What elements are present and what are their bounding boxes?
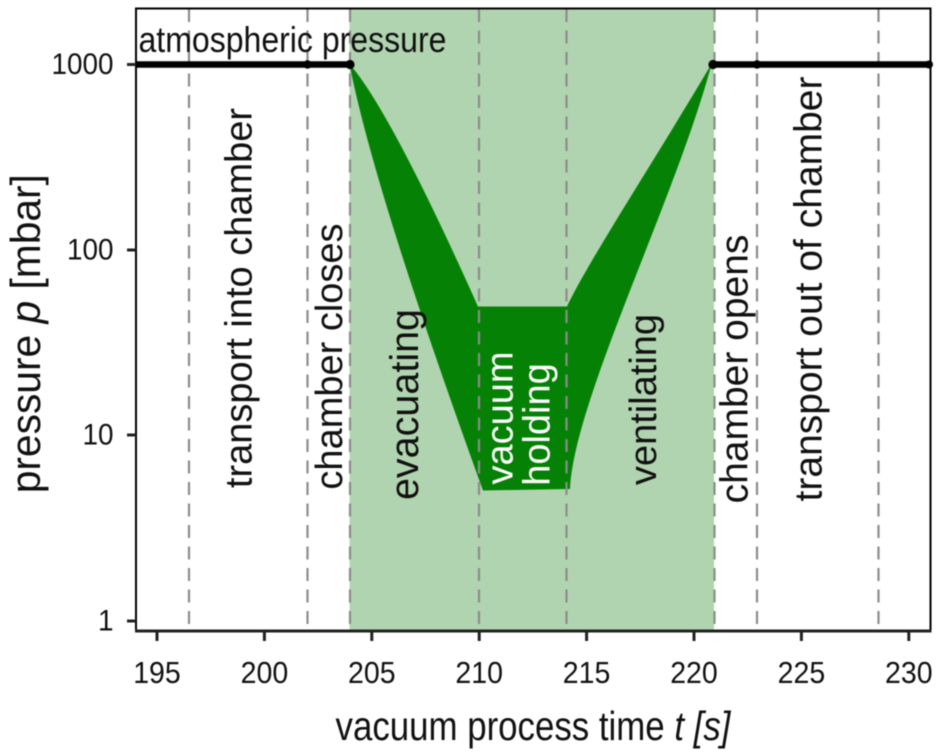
svg-text:230: 230 <box>885 656 933 690</box>
svg-text:220: 220 <box>670 656 718 690</box>
svg-text:vacuum: vacuum <box>480 351 522 484</box>
svg-text:transport out of chamber: transport out of chamber <box>788 77 831 502</box>
svg-text:1: 1 <box>98 604 114 637</box>
svg-text:215: 215 <box>563 656 611 690</box>
svg-text:atmospheric pressure: atmospheric pressure <box>139 20 447 60</box>
svg-text:pressure p [mbar]: pressure p [mbar] <box>3 174 50 493</box>
svg-text:ventilating: ventilating <box>623 314 665 485</box>
svg-text:evacuating: evacuating <box>383 309 427 500</box>
svg-text:vacuum process time t [s]: vacuum process time t [s] <box>336 704 732 749</box>
svg-text:holding: holding <box>517 363 559 486</box>
svg-text:chamber opens: chamber opens <box>714 235 757 504</box>
svg-text:210: 210 <box>455 656 503 690</box>
svg-text:1000: 1000 <box>51 48 113 81</box>
svg-text:transport into chamber: transport into chamber <box>219 108 261 489</box>
svg-text:205: 205 <box>348 656 396 690</box>
svg-text:195: 195 <box>133 656 181 690</box>
svg-text:100: 100 <box>67 233 114 266</box>
svg-text:10: 10 <box>82 418 113 451</box>
svg-text:200: 200 <box>241 656 289 690</box>
svg-text:chamber closes: chamber closes <box>309 223 351 489</box>
svg-text:225: 225 <box>778 656 826 690</box>
